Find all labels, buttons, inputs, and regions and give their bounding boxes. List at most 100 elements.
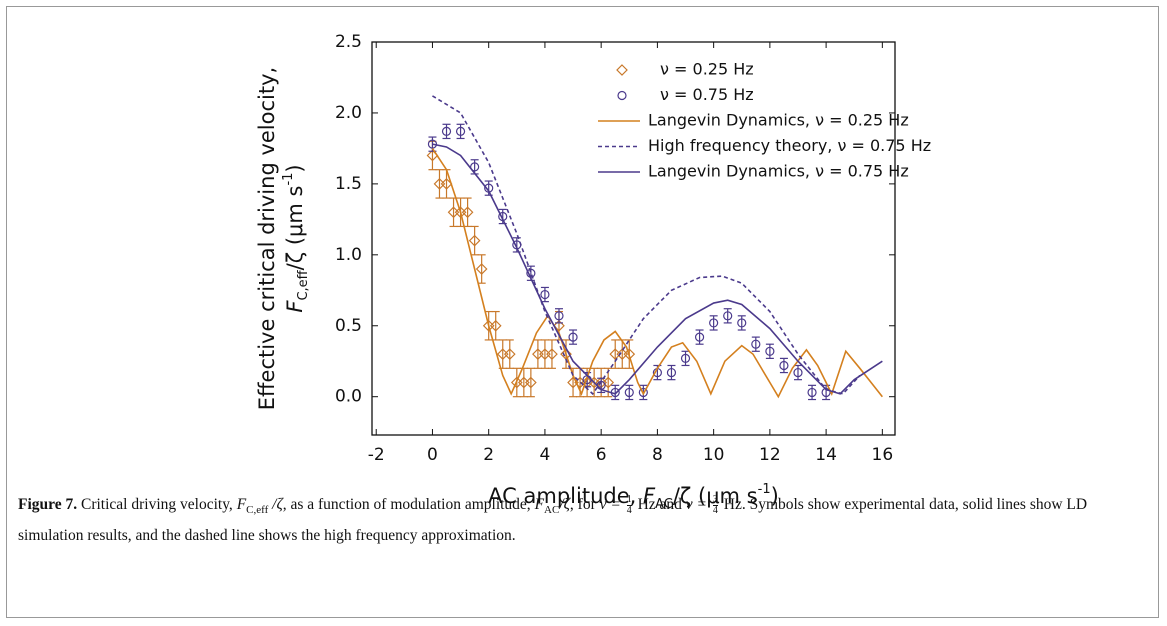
caption-text: ν = [599, 496, 625, 513]
caption-text: , as a function of modulation amplitude, [282, 496, 535, 513]
diamond-marker [616, 64, 628, 76]
error-bar [808, 384, 817, 401]
series-line [431, 147, 883, 399]
caption-text: Figure 7. [18, 496, 78, 513]
error-bar [625, 384, 634, 401]
diamond-marker [461, 206, 474, 219]
legend-label: Langevin Dynamics, ν = 0.75 Hz [648, 162, 909, 181]
x-tick-label: 14 [815, 445, 837, 465]
fraction-num: 1 [626, 493, 632, 506]
error-bar [435, 169, 444, 199]
error-bar [681, 350, 690, 367]
caption-text: Critical driving velocity, [77, 496, 237, 513]
fraction-num: 3 [712, 493, 718, 506]
figure-frame [6, 6, 1159, 618]
circle-marker [751, 339, 761, 349]
y-axis-label: FC,eff/ζ (μm s-1) [281, 164, 311, 312]
y-tick-label: 1.0 [335, 245, 362, 265]
series-line [432, 143, 883, 395]
error-bar [765, 343, 774, 359]
circle-marker [793, 367, 803, 378]
diamond-marker [623, 348, 636, 360]
y-tick-label: 0.0 [335, 387, 362, 407]
error-bar [547, 339, 556, 369]
y-axis-label-part: F [283, 300, 307, 313]
x-tick-label: 6 [596, 445, 607, 465]
legend-label: ν = 0.75 Hz [660, 85, 754, 104]
x-axis-label-part: /ζ (μm s [673, 484, 758, 508]
error-bar [442, 123, 451, 140]
x-axis-label-part: ) [771, 484, 779, 508]
y-axis-label-part: -1 [281, 173, 296, 186]
caption-text: Hz and [633, 496, 686, 513]
circle-marker [680, 353, 691, 363]
diamond-marker [546, 348, 558, 360]
error-bar [456, 123, 465, 140]
circle-marker [666, 367, 677, 378]
circle-marker [470, 162, 480, 172]
fraction-den: 4 [626, 504, 632, 516]
diamond-marker [602, 376, 615, 389]
x-tick-label: 16 [872, 445, 894, 465]
legend-label: ν = 0.25 Hz [660, 60, 754, 79]
caption-text: , for [569, 496, 600, 513]
caption-text: F [236, 496, 247, 513]
error-bar [569, 329, 578, 345]
error-bar [470, 159, 479, 175]
error-bar [533, 339, 542, 369]
x-axis-label-part: F [643, 484, 656, 508]
x-axis-label: AC amplitude, FAC/ζ (μm s-1) [488, 482, 779, 512]
x-axis-label-part: AC [655, 497, 673, 512]
series-line [432, 95, 861, 396]
x-tick-label: 2 [483, 445, 494, 465]
circle-marker [617, 90, 627, 101]
error-bar [611, 384, 620, 401]
x-tick-label: 4 [540, 445, 551, 465]
error-bar [470, 225, 479, 256]
circle-marker [554, 311, 564, 321]
error-bar [540, 286, 549, 303]
error-bar [611, 339, 620, 369]
caption-text: /ζ [559, 496, 570, 513]
circle-marker [540, 289, 550, 300]
x-tick-label: 0 [427, 445, 438, 465]
error-bar [723, 308, 732, 324]
y-axis-label: Effective critical driving velocity, [255, 67, 279, 410]
error-bar [463, 197, 472, 228]
caption-text: C,eff [246, 504, 269, 517]
x-axis-label-part: -1 [758, 482, 771, 497]
circle-marker [765, 346, 775, 356]
caption-text: Hz. Symbols show experimental data, soli… [18, 496, 1088, 545]
y-axis-label-part: /ζ (μm s [283, 186, 307, 271]
error-bar [737, 315, 746, 331]
y-tick-label: 0.5 [335, 316, 362, 336]
diamond-marker [489, 319, 502, 332]
circle-marker [723, 311, 733, 321]
circle-marker [807, 387, 817, 398]
error-bar [512, 237, 521, 253]
caption-text: AC [544, 504, 560, 517]
error-bar [540, 339, 549, 369]
error-bar [498, 208, 507, 225]
diamond-marker [503, 348, 516, 360]
error-bar [709, 315, 718, 331]
x-tick-label: 8 [652, 445, 663, 465]
error-bar [793, 364, 802, 381]
error-bar [695, 329, 704, 345]
circle-marker [568, 332, 578, 342]
diamond-marker [553, 319, 565, 332]
diamond-marker [468, 234, 481, 247]
error-bar [505, 339, 514, 369]
error-bar [477, 254, 486, 284]
diamond-marker [475, 263, 488, 275]
circle-marker [737, 318, 747, 328]
fraction-den: 4 [712, 504, 718, 516]
circle-marker [779, 360, 789, 371]
y-tick-label: 1.5 [335, 174, 362, 194]
circle-marker [624, 387, 634, 398]
error-bar [779, 357, 788, 374]
x-axis-label-part: AC amplitude, [488, 484, 643, 508]
